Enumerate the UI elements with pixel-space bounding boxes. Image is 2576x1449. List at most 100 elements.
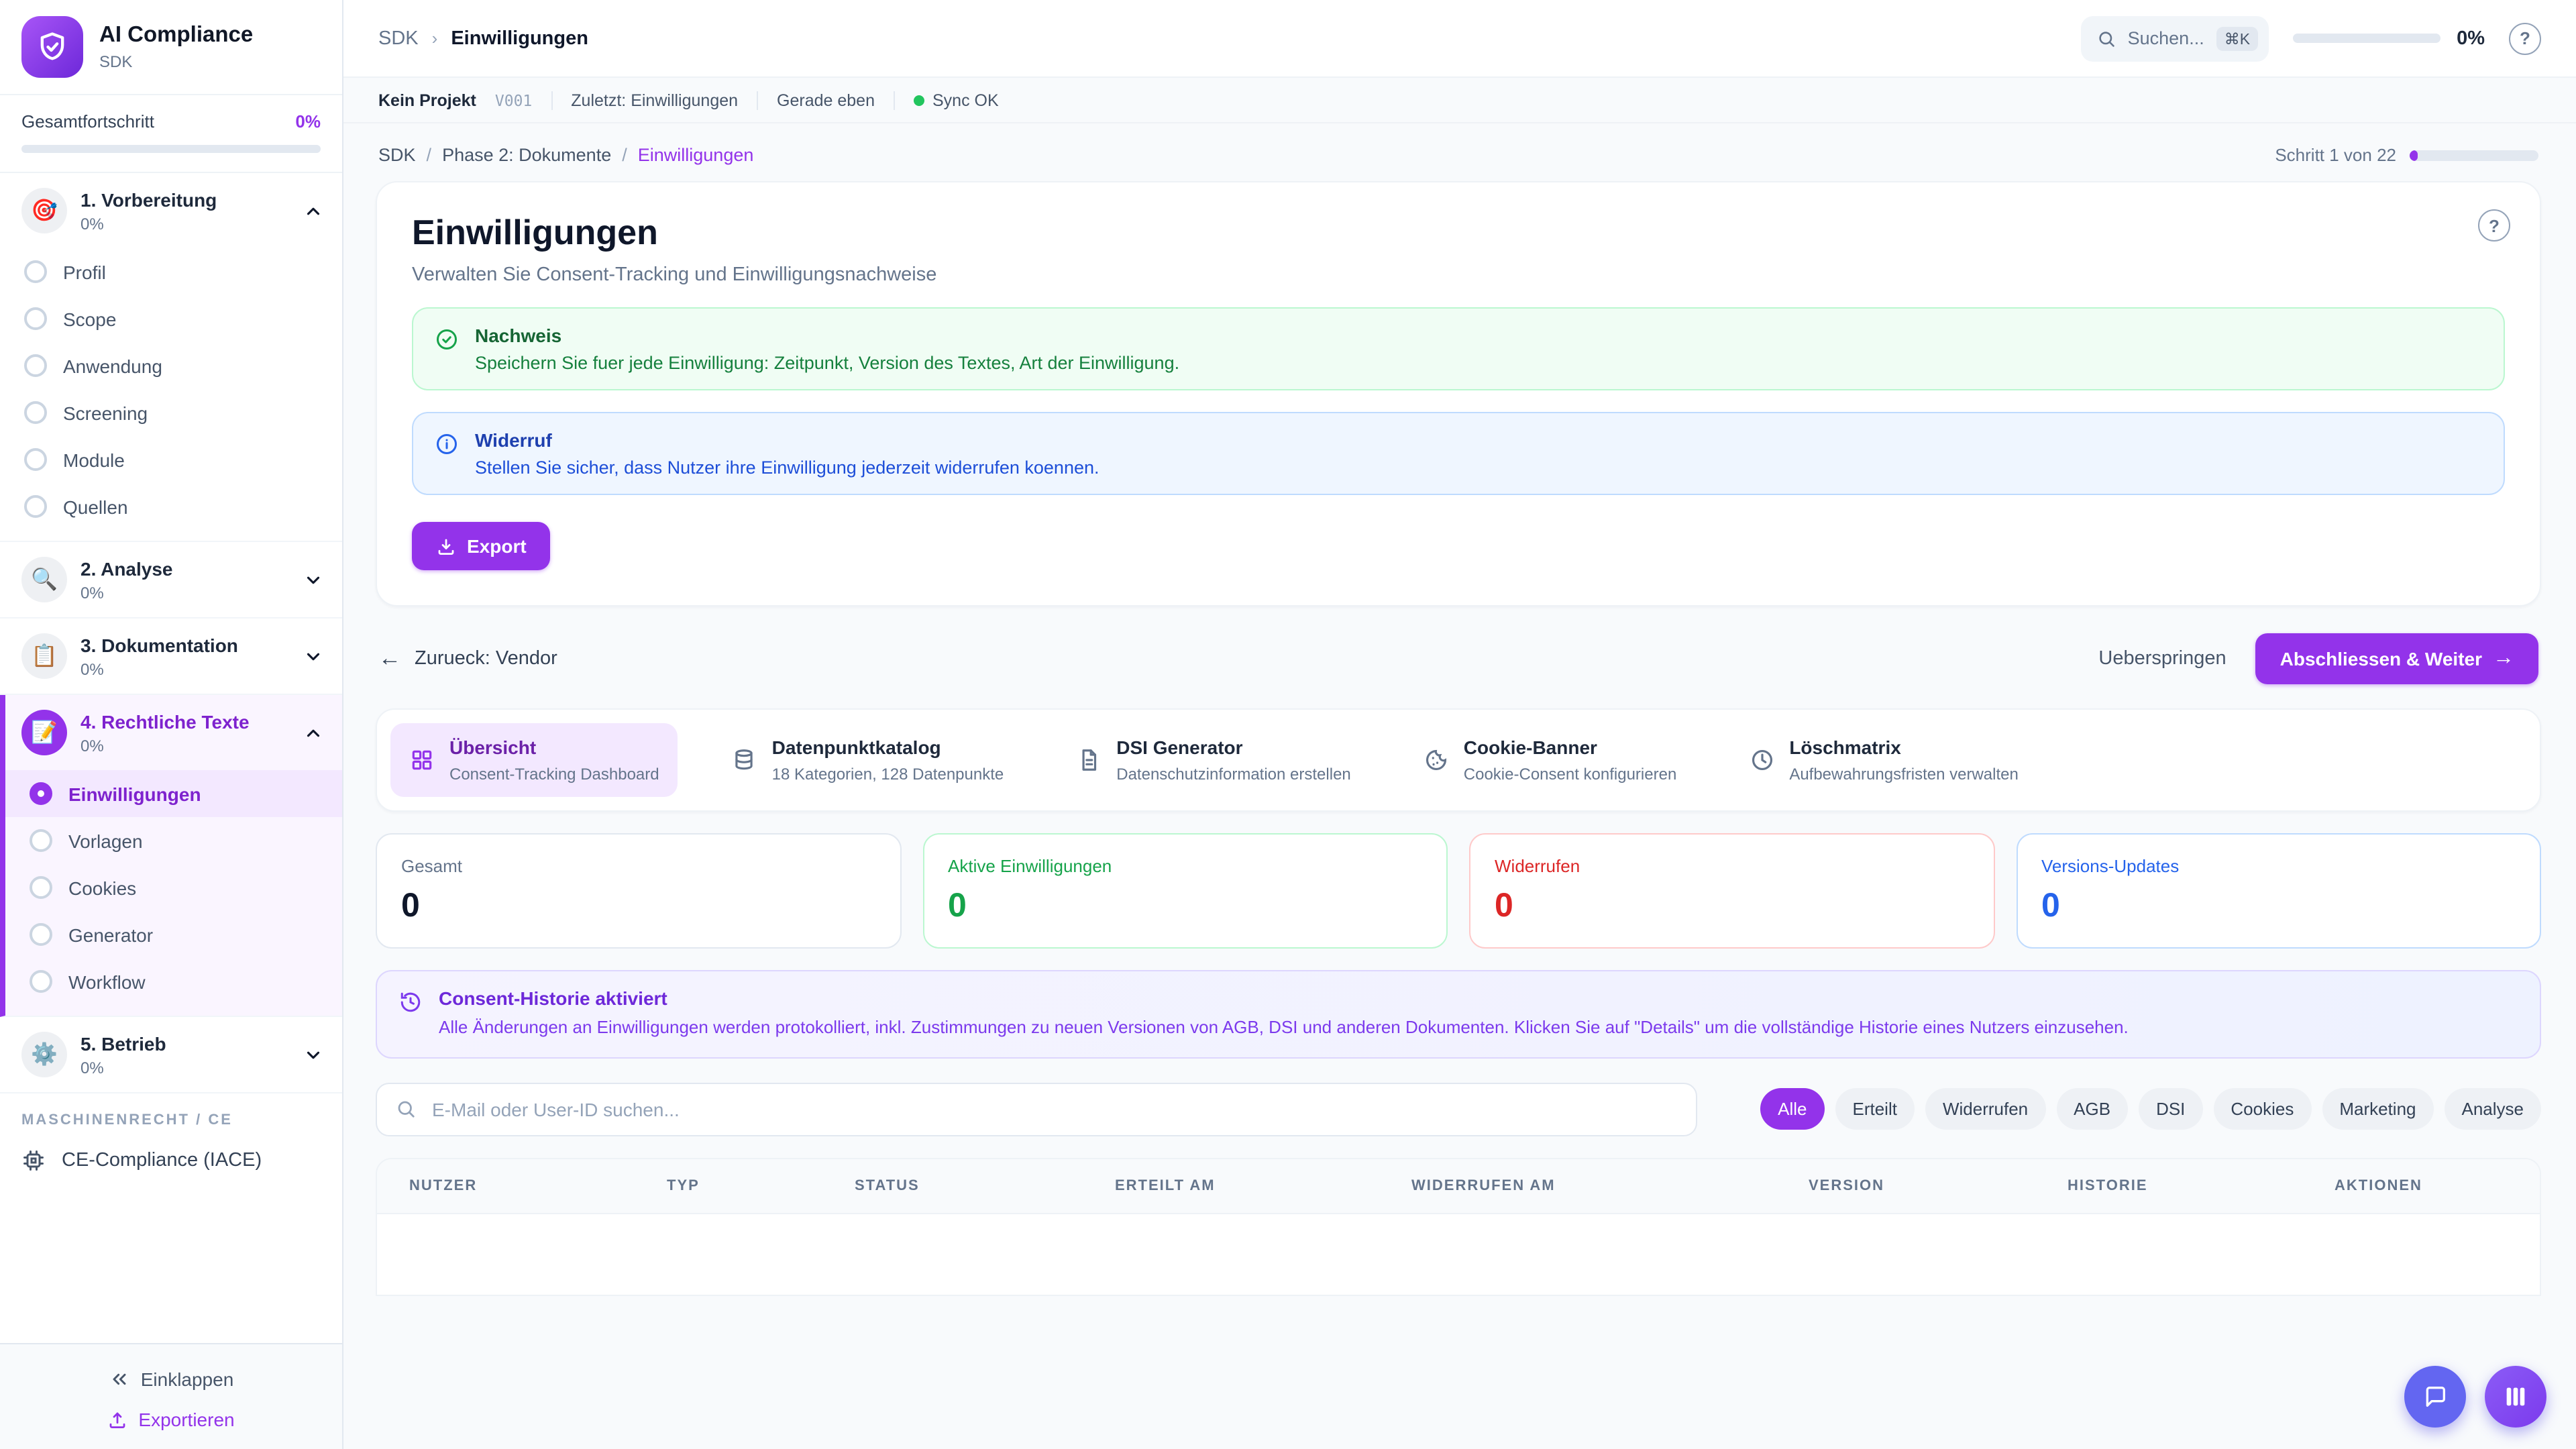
tab-subtitle: Datenschutzinformation erstellen	[1116, 765, 1351, 784]
page-content: SDK / Phase 2: Dokumente / Einwilligunge…	[343, 123, 2576, 1449]
sidebar-item-label: Anwendung	[63, 355, 162, 376]
sidebar-item-vorlagen[interactable]: Vorlagen	[5, 817, 342, 864]
tab-datenpunktkatalog[interactable]: Datenpunktkatalog 18 Kategorien, 128 Dat…	[713, 723, 1023, 797]
col-status: Status	[855, 1177, 920, 1194]
sidebar-item-einwilligungen[interactable]: Einwilligungen	[5, 770, 342, 817]
nav-section-percent: 0%	[80, 1058, 104, 1077]
back-link[interactable]: ← Zurueck: Vendor	[378, 645, 557, 672]
card-help-icon[interactable]: ?	[2478, 209, 2510, 241]
sidebar-item-scope[interactable]: Scope	[0, 295, 342, 342]
clock-icon	[1749, 747, 1774, 773]
sidebar-item-cookies[interactable]: Cookies	[5, 864, 342, 911]
chip-alle[interactable]: Alle	[1760, 1088, 1825, 1130]
finish-next-button[interactable]: Abschliessen & Weiter →	[2255, 633, 2538, 684]
tab-subtitle: Consent-Tracking Dashboard	[449, 765, 659, 784]
col-historie: Historie	[2068, 1177, 2148, 1194]
floating-buttons	[2404, 1366, 2546, 1428]
sidebar-item-profil[interactable]: Profil	[0, 248, 342, 295]
table-body-empty	[377, 1214, 2540, 1295]
sidebar-item-quellen[interactable]: Quellen	[0, 483, 342, 530]
chip-dsi[interactable]: DSI	[2139, 1088, 2203, 1130]
chip-widerrufen[interactable]: Widerrufen	[1925, 1088, 2046, 1130]
sidebar-item-label: Module	[63, 449, 125, 470]
last-saved-time: Gerade eben	[777, 91, 875, 109]
export-button[interactable]: Export	[412, 522, 551, 570]
step-indicator: Schritt 1 von 22	[2275, 145, 2396, 165]
sidebar-item-generator[interactable]: Generator	[5, 911, 342, 958]
chip-cookies[interactable]: Cookies	[2213, 1088, 2312, 1130]
subtabs-bar: Übersicht Consent-Tracking Dashboard Dat…	[376, 708, 2541, 812]
nav-section-label: 2. Analyse	[80, 557, 173, 579]
user-search-input[interactable]	[429, 1097, 1677, 1122]
document-icon	[1076, 747, 1102, 773]
breadcrumb-root[interactable]: SDK	[378, 28, 419, 49]
skip-button[interactable]: Ueberspringen	[2098, 648, 2226, 669]
tab-cookie-banner[interactable]: Cookie-Banner Cookie-Consent konfigurier…	[1405, 723, 1696, 797]
page-breadcrumb: SDK / Phase 2: Dokumente / Einwilligunge…	[376, 123, 2541, 181]
tab-uebersicht[interactable]: Übersicht Consent-Tracking Dashboard	[390, 723, 678, 797]
global-search[interactable]: Suchen... ⌘K	[2080, 15, 2269, 61]
sidebar-item-screening[interactable]: Screening	[0, 389, 342, 436]
sidebar-item-label: Workflow	[68, 971, 146, 992]
infobox-title: Nachweis	[475, 325, 562, 346]
col-nutzer: Nutzer	[409, 1177, 478, 1194]
export-sidebar-button[interactable]: Exportieren	[0, 1398, 342, 1430]
tab-dsi-generator[interactable]: DSI Generator Datenschutzinformation ers…	[1057, 723, 1370, 797]
chevron-down-icon	[303, 646, 323, 666]
history-clock-icon	[398, 990, 423, 1041]
collapse-sidebar-button[interactable]: Einklappen	[0, 1360, 342, 1398]
status-bar: Kein Projekt V001 Zuletzt: Einwilligunge…	[343, 78, 2576, 123]
sidebar-item-anwendung[interactable]: Anwendung	[0, 342, 342, 389]
radio-icon	[24, 448, 47, 471]
chevron-right-icon: ›	[431, 28, 438, 48]
path-root[interactable]: SDK	[378, 145, 416, 165]
chip-erteilt[interactable]: Erteilt	[1835, 1088, 1915, 1130]
chip-agb[interactable]: AGB	[2056, 1088, 2129, 1130]
gear-icon: ⚙️	[21, 1032, 67, 1077]
nav-section-betrieb-header[interactable]: ⚙️ 5. Betrieb 0%	[0, 1017, 342, 1092]
download-icon	[436, 536, 456, 556]
sidebar-item-workflow[interactable]: Workflow	[5, 958, 342, 1005]
user-search-box[interactable]	[376, 1082, 1697, 1136]
nav-section-dokumentation-header[interactable]: 📋 3. Dokumentation 0%	[0, 619, 342, 694]
sidebar-item-ce-compliance[interactable]: CE-Compliance (IACE)	[0, 1136, 342, 1185]
nav-section-percent: 0%	[80, 583, 104, 602]
tab-subtitle: Aufbewahrungsfristen verwalten	[1789, 765, 2019, 784]
sidebar-item-label: Einwilligungen	[68, 783, 201, 804]
project-version: V001	[494, 91, 533, 109]
nav-section-vorbereitung-header[interactable]: 🎯 1. Vorbereitung 0%	[0, 173, 342, 248]
radio-icon	[24, 401, 47, 424]
project-name: Kein Projekt	[378, 91, 476, 109]
help-icon[interactable]: ?	[2509, 22, 2541, 54]
col-aktionen: Aktionen	[2334, 1177, 2422, 1194]
nav-section-percent: 0%	[80, 659, 104, 678]
stat-value: 0	[1495, 887, 1513, 924]
infobox-nachweis: Nachweis Speichern Sie fuer jede Einwill…	[412, 307, 2505, 390]
tab-loeschmatrix[interactable]: Löschmatrix Aufbewahrungsfristen verwalt…	[1730, 723, 2037, 797]
board-view-fab-button[interactable]	[2485, 1366, 2546, 1428]
filter-row: Alle Erteilt Widerrufen AGB DSI Cookies …	[376, 1082, 2541, 1136]
overall-progress: Gesamtfortschritt 0%	[0, 95, 342, 173]
chip-marketing[interactable]: Marketing	[2322, 1088, 2434, 1130]
sidebar-item-module[interactable]: Module	[0, 436, 342, 483]
sync-ok-dot-icon	[914, 95, 924, 105]
search-icon	[2097, 29, 2116, 48]
sidebar-item-label: Scope	[63, 308, 117, 329]
path-phase[interactable]: Phase 2: Dokumente	[442, 145, 612, 165]
chip-analyse[interactable]: Analyse	[2444, 1088, 2541, 1130]
chat-fab-button[interactable]	[2404, 1366, 2466, 1428]
check-circle-icon	[435, 327, 459, 373]
app-logo-row: AI Compliance SDK	[0, 0, 342, 95]
search-icon	[396, 1099, 416, 1120]
filter-chips: Alle Erteilt Widerrufen AGB DSI Cookies …	[1760, 1088, 2541, 1130]
consent-header-card: ? Einwilligungen Verwalten Sie Consent-T…	[376, 181, 2541, 606]
magnifier-icon: 🔍	[21, 557, 67, 602]
sync-status: Sync OK	[914, 91, 999, 109]
cpu-chip-icon	[21, 1148, 46, 1173]
nav-section-rechtliche-texte-header[interactable]: 📝 4. Rechtliche Texte 0%	[5, 695, 342, 770]
app-subtitle: SDK	[99, 52, 133, 71]
chevron-down-icon	[303, 570, 323, 590]
nav-section-analyse-header[interactable]: 🔍 2. Analyse 0%	[0, 542, 342, 617]
stat-gesamt: Gesamt 0	[376, 833, 901, 949]
